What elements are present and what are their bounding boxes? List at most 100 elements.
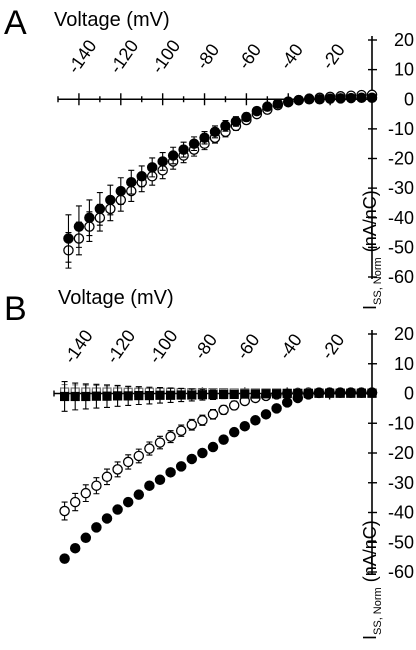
- data-point: [199, 132, 210, 144]
- x-tick-label: -120: [102, 326, 139, 367]
- data-point: [144, 480, 155, 491]
- data-point: [115, 185, 127, 197]
- data-point: [105, 194, 116, 206]
- series-filled-circle: [63, 92, 378, 263]
- data-point: [165, 431, 176, 442]
- svg-text:ISS, Norm (nA/nC): ISS, Norm (nA/nC): [360, 190, 384, 310]
- data-series: [63, 89, 378, 269]
- data-point: [281, 397, 293, 408]
- data-point: [260, 409, 272, 420]
- data-point: [261, 389, 271, 399]
- data-point: [346, 388, 356, 398]
- y-ticks: 20 10 0 -10 -20 -30 -40 -50 -60: [368, 30, 414, 287]
- data-point: [282, 388, 292, 399]
- data-point: [70, 391, 80, 402]
- y-tick-label: 20: [394, 30, 414, 50]
- data-point: [197, 390, 207, 400]
- data-point: [133, 450, 145, 462]
- data-point: [69, 542, 81, 554]
- panel-a: A Voltage (mV) -140 -120 -100 -80 -60 -40 -20 …: [4, 4, 414, 310]
- data-point: [283, 96, 294, 107]
- data-point: [133, 489, 145, 500]
- data-point: [262, 101, 273, 112]
- data-point: [228, 426, 240, 438]
- y-tick-label: 20: [394, 324, 414, 344]
- x-tick-label: -40: [276, 40, 307, 73]
- data-point: [175, 461, 187, 472]
- x-axis-title: Voltage (mV): [54, 9, 170, 31]
- x-tick-label: -80: [190, 330, 221, 363]
- data-point: [220, 120, 231, 132]
- data-point: [166, 390, 176, 400]
- y-tick-label: 10: [394, 354, 414, 374]
- y-tick-label: -20: [388, 443, 414, 463]
- data-point: [366, 92, 378, 104]
- panel-b: B Voltage (mV) -140 -120 -100 -80 -60 -40 -20 …: [4, 287, 414, 640]
- y-tick-label: -60: [388, 267, 414, 287]
- data-point: [356, 92, 367, 104]
- data-point: [188, 138, 200, 149]
- x-tick-label: -140: [63, 36, 100, 77]
- data-point: [94, 203, 106, 215]
- x-tick-label: -100: [145, 326, 182, 367]
- data-point: [101, 471, 113, 483]
- data-point: [146, 162, 158, 173]
- data-point: [250, 389, 260, 399]
- data-point: [157, 156, 168, 167]
- data-point: [367, 388, 377, 398]
- data-point: [63, 233, 74, 244]
- data-point: [176, 390, 186, 400]
- data-point: [335, 388, 345, 398]
- data-point: [167, 150, 179, 161]
- x-axis-title: Voltage (mV): [58, 287, 174, 309]
- data-point: [80, 532, 92, 544]
- data-point: [187, 390, 197, 400]
- data-point: [101, 513, 113, 524]
- data-point: [59, 553, 70, 564]
- y-tick-label: -20: [388, 149, 414, 169]
- data-point: [324, 93, 336, 104]
- data-point: [251, 105, 263, 117]
- data-point: [91, 480, 102, 491]
- series-open-circle: [63, 89, 378, 269]
- data-point: [144, 390, 154, 401]
- data-point: [136, 171, 147, 182]
- data-point: [325, 388, 335, 398]
- data-point: [126, 176, 137, 188]
- data-point: [207, 441, 219, 453]
- y-ticks: 20 10 0 -10 -20 -30 -40 -50 -60: [368, 324, 414, 582]
- data-point: [154, 437, 166, 448]
- data-point: [303, 94, 315, 105]
- data-point: [112, 464, 123, 475]
- data-point: [155, 390, 165, 400]
- y-axis-title-sub: SS, Norm: [372, 257, 384, 305]
- data-point: [241, 111, 252, 123]
- data-point: [219, 389, 229, 399]
- y-tick-label: -10: [388, 413, 414, 433]
- x-tick-label: -20: [318, 40, 349, 73]
- data-point: [209, 126, 221, 138]
- data-point: [91, 522, 102, 533]
- data-point: [165, 467, 176, 478]
- data-point: [293, 388, 303, 399]
- x-tick-label: -100: [147, 36, 184, 77]
- x-tick-label: -120: [105, 36, 142, 77]
- data-point: [208, 390, 218, 400]
- data-point: [73, 221, 85, 232]
- data-point: [239, 420, 251, 432]
- data-point: [175, 425, 187, 436]
- data-point: [229, 389, 239, 399]
- x-ticks: -140 -120 -100 -80 -60 -40 -20: [57, 36, 373, 106]
- y-tick-label: 0: [404, 89, 414, 109]
- y-tick-label: -60: [388, 562, 414, 582]
- y-tick-label: -30: [388, 178, 414, 198]
- data-point: [314, 94, 325, 105]
- y-axis-title-main: I: [360, 305, 380, 310]
- data-point: [186, 419, 198, 430]
- data-point: [197, 447, 208, 459]
- data-point: [186, 453, 198, 465]
- svg-text:ISS, Norm (nA/nC): ISS, Norm (nA/nC): [360, 520, 384, 640]
- y-tick-label: -10: [388, 119, 414, 139]
- y-axis-title-unit: (nA/nC): [360, 190, 380, 252]
- data-point: [80, 487, 92, 499]
